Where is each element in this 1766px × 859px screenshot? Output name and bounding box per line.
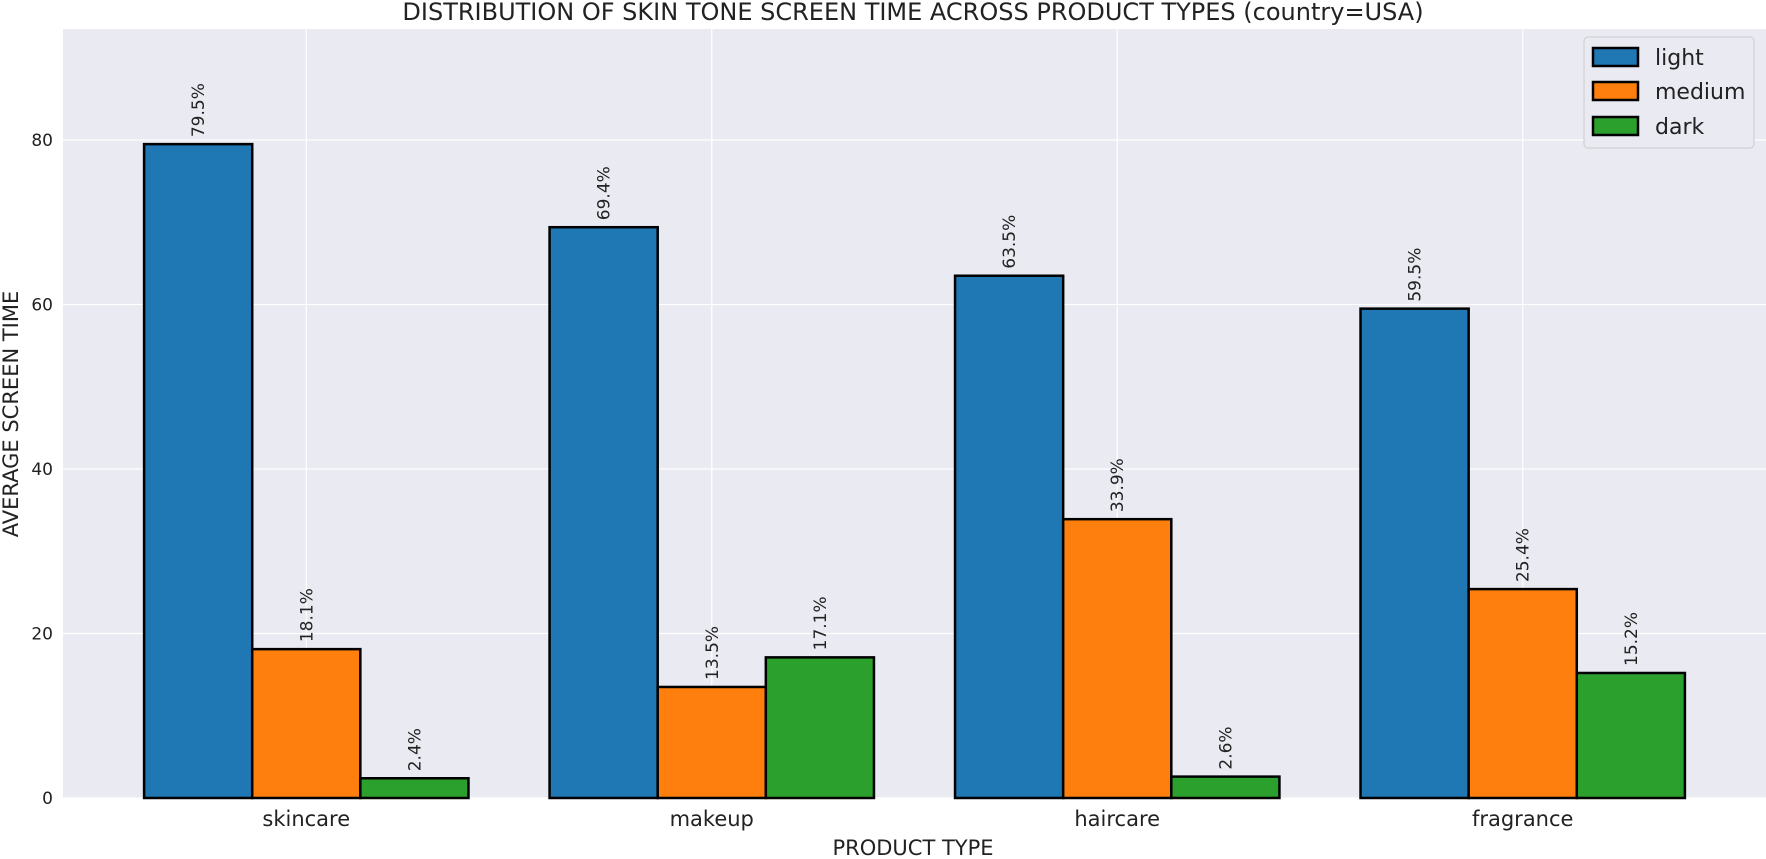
data-label-light-haircare: 63.5% bbox=[1000, 215, 1020, 269]
chart-title: DISTRIBUTION OF SKIN TONE SCREEN TIME AC… bbox=[402, 0, 1423, 26]
y-tick-label: 80 bbox=[31, 131, 53, 151]
x-tick-label-haircare: haircare bbox=[1074, 807, 1160, 831]
x-tick-label-fragrance: fragrance bbox=[1472, 807, 1574, 831]
bar-medium-skincare bbox=[250, 647, 362, 800]
legend-swatch-medium bbox=[1591, 80, 1640, 102]
bar-medium-haircare bbox=[1061, 517, 1173, 800]
legend-swatch-light bbox=[1591, 46, 1640, 68]
y-tick-label: 60 bbox=[31, 296, 53, 316]
bar-light-makeup bbox=[548, 225, 659, 800]
bar-medium-fragrance bbox=[1467, 587, 1579, 800]
legend: light medium dark bbox=[1583, 36, 1755, 149]
data-label-light-skincare: 79.5% bbox=[189, 83, 209, 137]
data-label-medium-skincare: 18.1% bbox=[297, 588, 317, 642]
legend-label-light: light bbox=[1655, 46, 1704, 71]
bar-medium-makeup bbox=[656, 685, 768, 800]
bar-dark-makeup bbox=[764, 656, 876, 800]
y-tick-label: 0 bbox=[42, 789, 53, 809]
data-label-medium-fragrance: 25.4% bbox=[1514, 528, 1534, 582]
y-tick-label: 20 bbox=[31, 625, 53, 645]
bar-light-skincare bbox=[142, 142, 254, 800]
bar-light-haircare bbox=[953, 274, 1065, 800]
legend-swatch-dark bbox=[1591, 115, 1640, 137]
data-label-medium-makeup: 13.5% bbox=[703, 626, 723, 680]
data-label-light-fragrance: 59.5% bbox=[1406, 248, 1426, 302]
data-label-light-makeup: 69.4% bbox=[595, 166, 615, 220]
data-labels: 79.5% 69.4% 63.5% 59.5% 18.1% 13.5% 33.9% 25.4%… bbox=[189, 83, 1642, 771]
x-axis-title: PRODUCT TYPE bbox=[832, 836, 993, 859]
data-label-dark-skincare: 2.4% bbox=[405, 728, 425, 771]
axes: 0 20 40 60 80 skincare makeup haircare fragrance bbox=[31, 131, 1573, 831]
data-label-medium-haircare: 33.9% bbox=[1108, 458, 1128, 512]
bar-light-fragrance bbox=[1359, 307, 1470, 800]
data-label-dark-makeup: 17.1% bbox=[811, 596, 831, 650]
y-tick-label: 40 bbox=[31, 460, 53, 480]
y-axis-title: AVERAGE SCREEN TIME bbox=[0, 291, 23, 538]
bar-dark-haircare bbox=[1170, 775, 1281, 800]
x-tick-label-skincare: skincare bbox=[262, 807, 350, 831]
x-tick-label-makeup: makeup bbox=[670, 807, 754, 831]
legend-label-dark: dark bbox=[1655, 115, 1704, 140]
bar-dark-skincare bbox=[359, 777, 470, 800]
legend-label-medium: medium bbox=[1655, 80, 1745, 105]
data-label-dark-fragrance: 15.2% bbox=[1622, 612, 1642, 666]
bar-dark-fragrance bbox=[1575, 671, 1687, 800]
bars bbox=[142, 142, 1687, 800]
data-label-dark-haircare: 2.6% bbox=[1216, 726, 1236, 769]
